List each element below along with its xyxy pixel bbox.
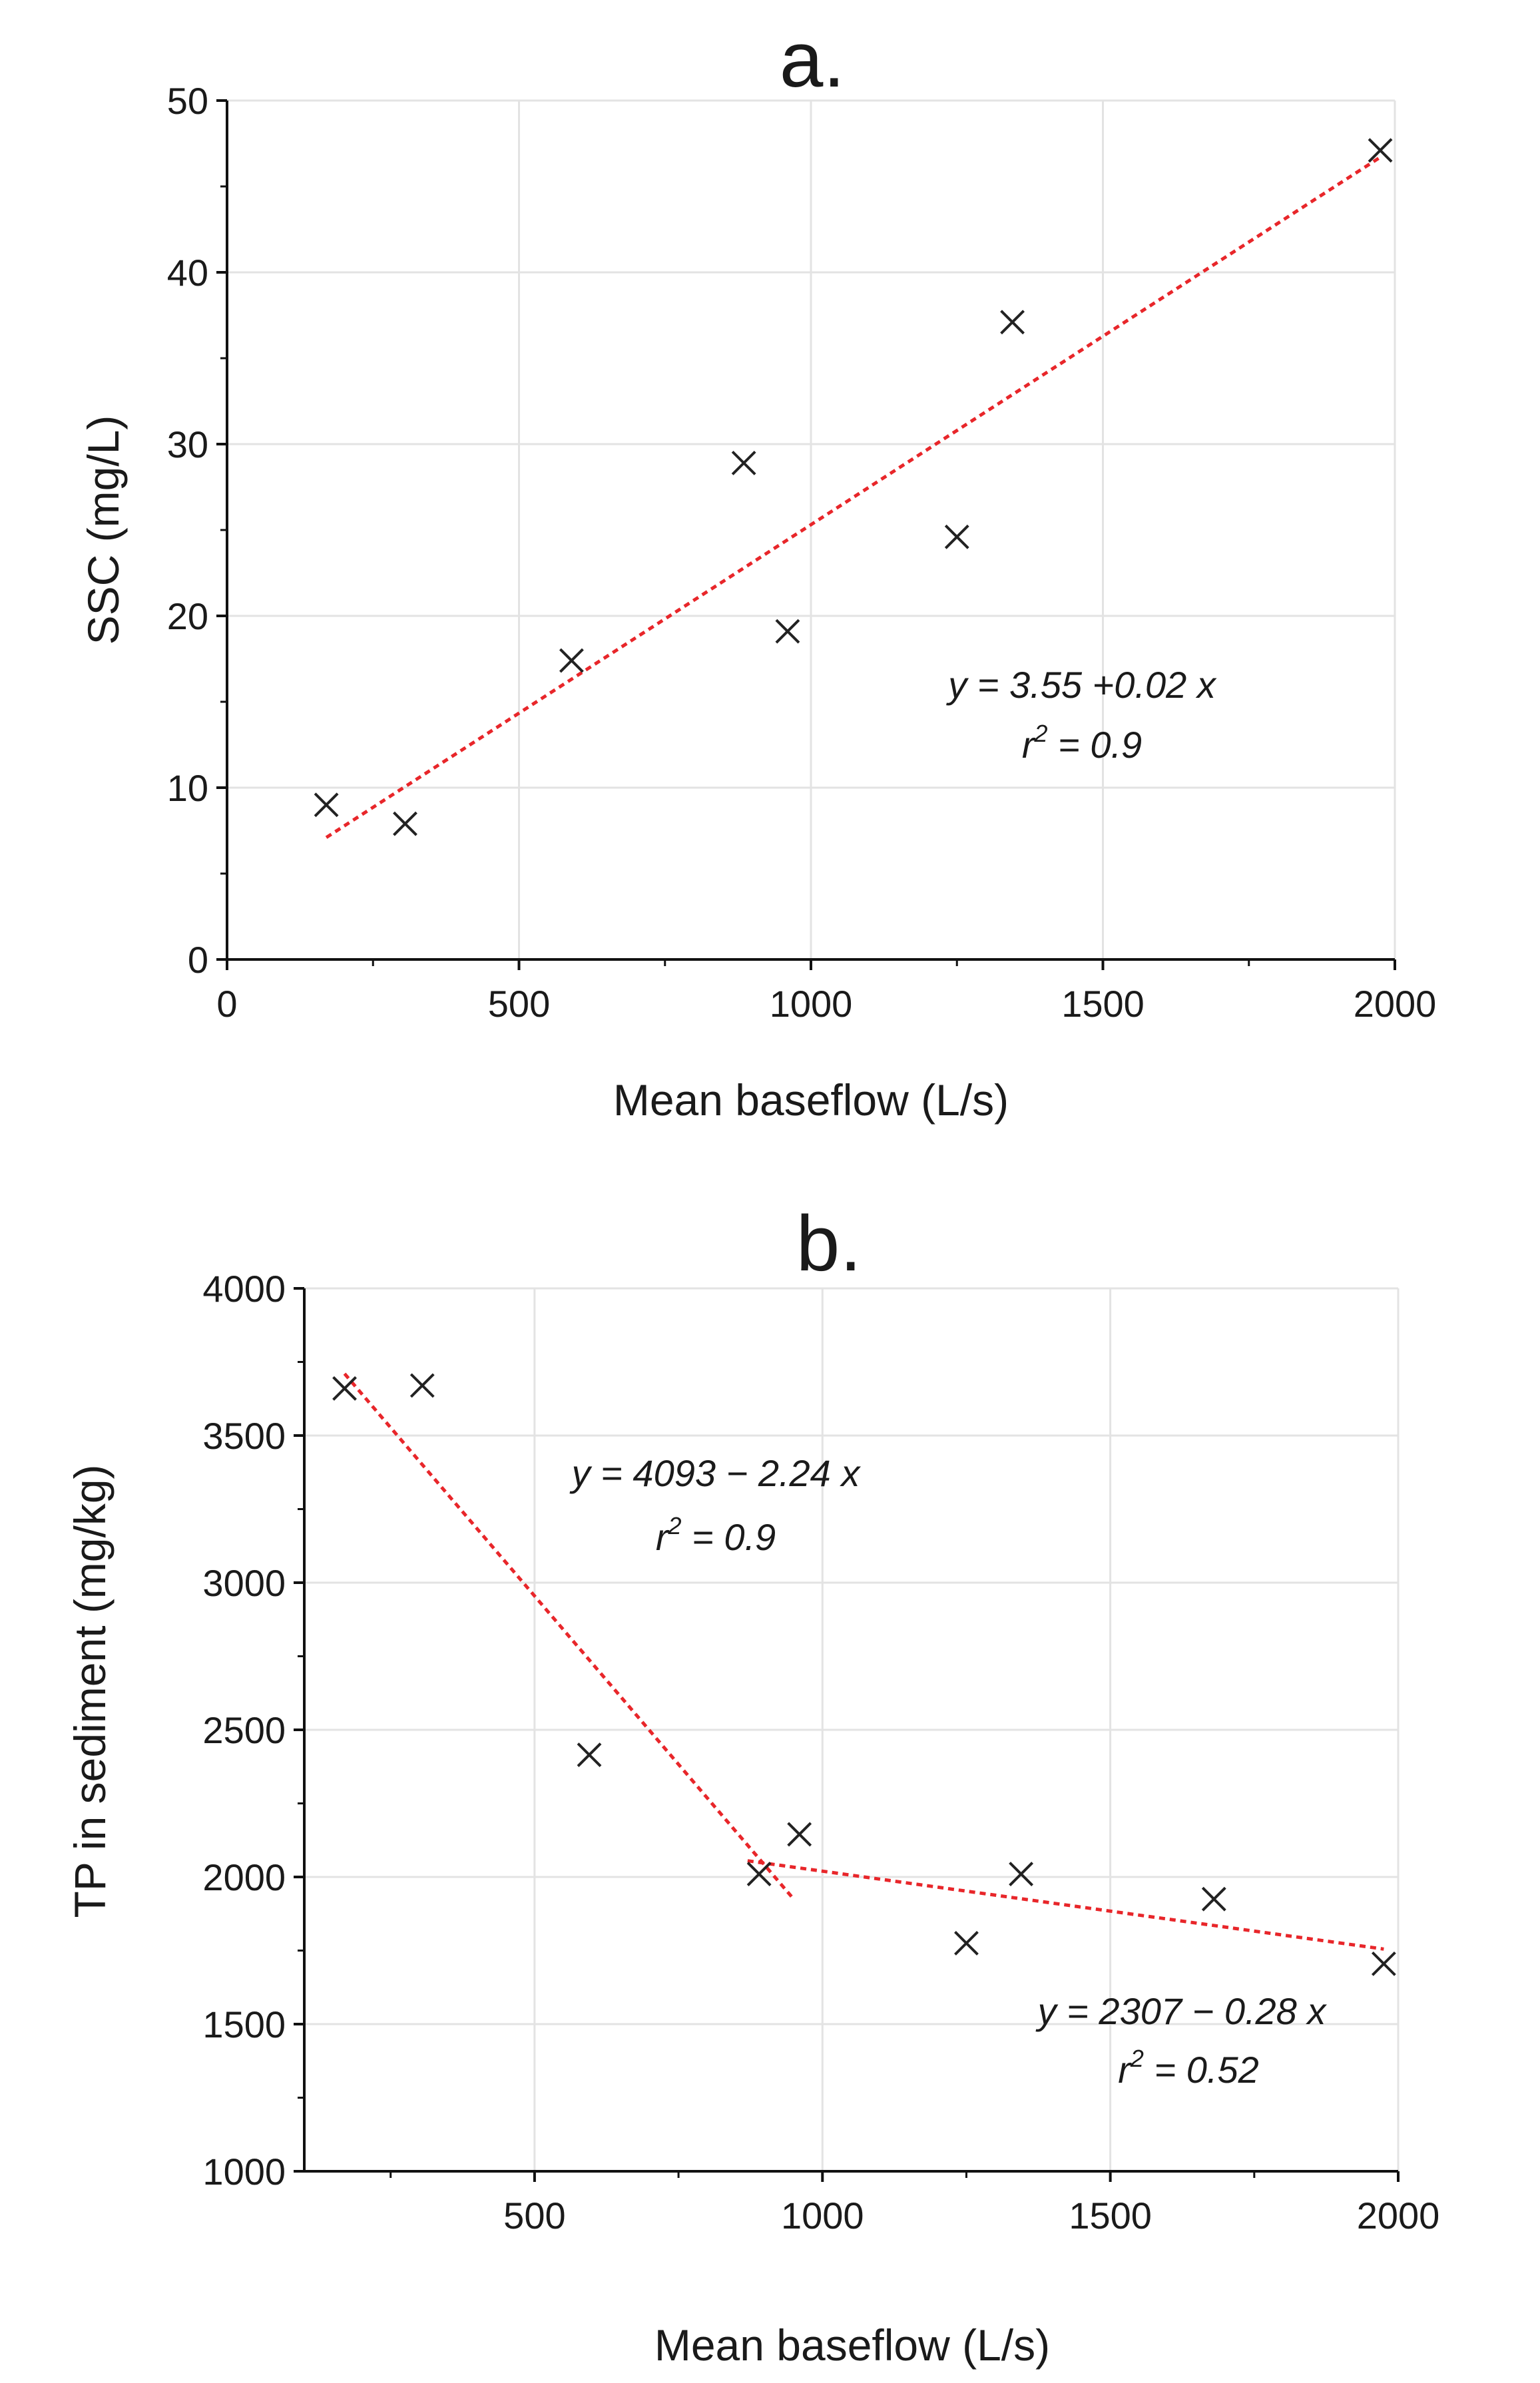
panel-b-data-point: [409, 1373, 435, 1398]
panel-a-fit-r2: r2 = 0.9: [1022, 720, 1142, 766]
panel-b-ticks: 500 1000 1500 2000 1000 1500 2000 2500 3000 3500 4…: [202, 1268, 1439, 2237]
panel-a: 0 500 1000 1500 2000 0 10 20 30 40 50 a. Mean base…: [79, 16, 1436, 1125]
panel-a-data-point: [1000, 310, 1025, 335]
panel-b-x-tick-label: 1000: [781, 2195, 864, 2237]
panel-b: 500 1000 1500 2000 1000 1500 2000 2500 3000 3500 4…: [65, 1200, 1439, 2370]
panel-b-data-point: [1201, 1886, 1226, 1912]
panel-b-title: b.: [796, 1200, 862, 1288]
panel-a-x-tick-label: 1500: [1061, 983, 1145, 1025]
panel-a-data-point: [314, 792, 339, 818]
panel-a-fit-equation: y = 3.55 +0.02 x: [945, 664, 1217, 706]
panel-a-data-point: [731, 450, 756, 475]
panel-a-y-tick-label: 0: [188, 939, 208, 981]
panel-a-data-point: [775, 619, 800, 644]
panel-b-fit-line-2: [747, 1859, 1384, 1951]
panel-a-y-tick-label: 50: [167, 80, 208, 122]
panel-b-y-tick-label: 3500: [202, 1415, 286, 1457]
panel-b-y-tick-label: 4000: [202, 1268, 286, 1310]
panel-a-markers: [314, 138, 1393, 836]
panel-b-data-point: [1009, 1862, 1034, 1886]
panel-a-y-tick-label: 40: [167, 252, 208, 294]
panel-a-ticks: 0 500 1000 1500 2000 0 10 20 30 40 50: [167, 80, 1437, 1025]
panel-a-x-axis-title: Mean baseflow (L/s): [613, 1075, 1009, 1125]
panel-b-fit2-r2: r2 = 0.52: [1118, 2045, 1259, 2091]
panel-b-data-point: [746, 1862, 772, 1886]
panel-b-x-tick-label: 1500: [1069, 2195, 1152, 2237]
panel-b-x-tick-label: 500: [503, 2195, 565, 2237]
panel-b-y-tick-label: 1500: [202, 2003, 286, 2045]
panel-a-title: a.: [780, 16, 845, 104]
panel-b-data-point: [577, 1742, 602, 1767]
panel-b-fit1-r2: r2 = 0.9: [656, 1512, 776, 1558]
panel-b-data-point: [954, 1931, 979, 1956]
panel-b-fit2-equation: y = 2307 − 0.28 x: [1035, 1990, 1328, 2032]
panel-a-data-point: [944, 524, 969, 549]
panel-b-y-axis-title: TP in sediment (mg/kg): [65, 1464, 115, 1918]
panel-a-data-point: [559, 648, 584, 673]
panel-a-x-tick-label: 2000: [1354, 983, 1437, 1025]
panel-a-data-point: [393, 811, 417, 836]
panel-b-x-axis-title: Mean baseflow (L/s): [654, 2320, 1050, 2370]
panel-b-y-tick-label: 2500: [202, 1709, 286, 1751]
panel-a-y-tick-label: 20: [167, 595, 208, 637]
panel-a-y-tick-label: 30: [167, 423, 208, 465]
panel-b-data-point: [1371, 1951, 1396, 1976]
panel-a-fit-line-1: [325, 156, 1382, 839]
panel-b-fits: [343, 1372, 1384, 1951]
panel-a-y-axis-title: SSC (mg/L): [79, 415, 128, 645]
panel-b-fit-line-1: [343, 1372, 795, 1900]
panel-b-data-point: [332, 1376, 357, 1401]
panel-b-y-tick-label: 1000: [202, 2151, 286, 2193]
panel-a-grid: [227, 99, 1396, 959]
panel-b-y-tick-label: 3000: [202, 1562, 286, 1604]
panel-a-x-tick-label: 500: [488, 983, 550, 1025]
panel-a-data-point: [1368, 138, 1393, 163]
panel-b-fit1-equation: y = 4093 − 2.24 x: [569, 1452, 862, 1494]
panel-b-markers: [332, 1373, 1396, 1976]
panel-b-x-tick-label: 2000: [1357, 2195, 1440, 2237]
panel-a-y-tick-label: 10: [167, 767, 208, 809]
panel-b-grid: [304, 1287, 1400, 2171]
panel-a-fits: [325, 156, 1382, 839]
panel-a-x-tick-label: 1000: [770, 983, 853, 1025]
panel-b-y-tick-label: 2000: [202, 1856, 286, 1898]
panel-b-data-point: [787, 1822, 812, 1847]
panel-a-x-tick-label: 0: [216, 983, 237, 1025]
